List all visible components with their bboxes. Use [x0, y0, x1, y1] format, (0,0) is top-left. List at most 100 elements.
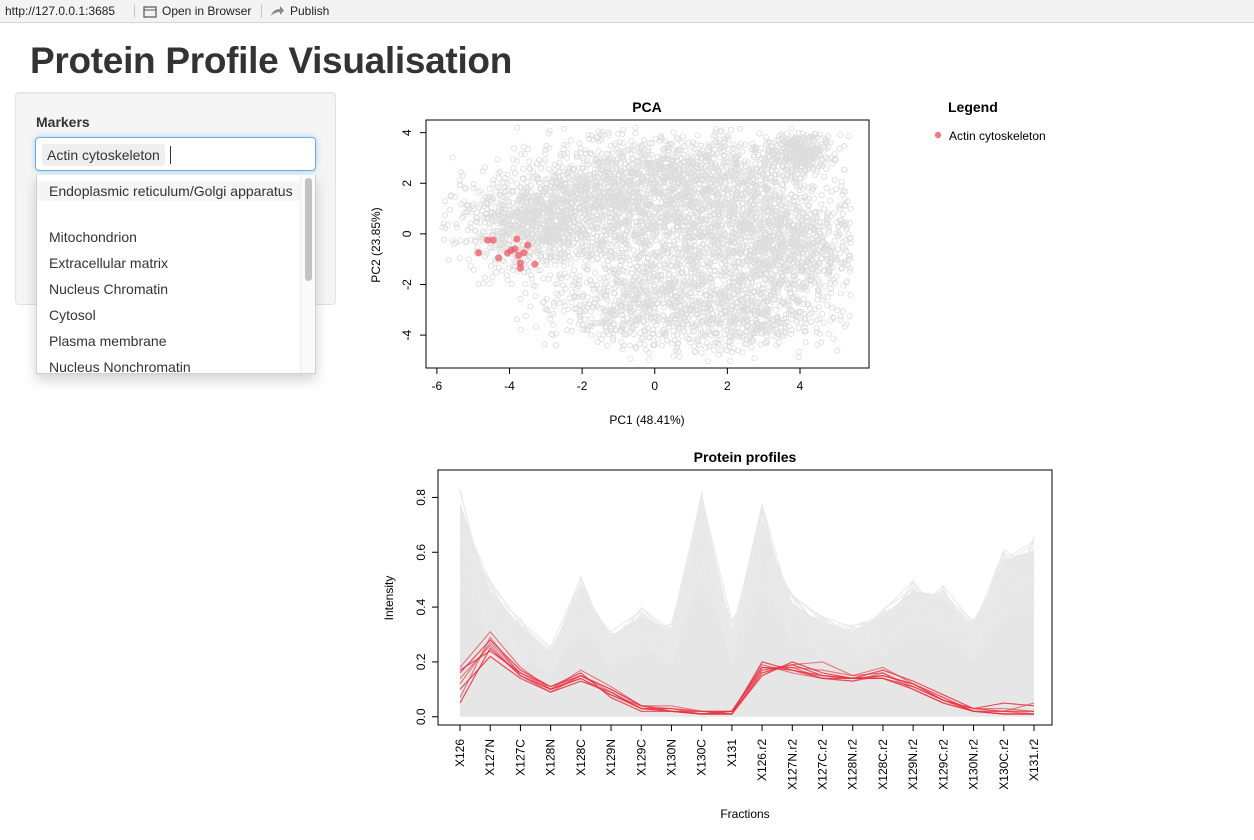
background-point	[677, 177, 684, 184]
background-point	[797, 204, 804, 211]
background-point	[743, 226, 750, 233]
dropdown-option[interactable]: Endoplasmic reticulum/Golgi apparatus	[37, 181, 303, 201]
dropdown-option[interactable]: Nucleus Chromatin	[49, 281, 169, 297]
background-point	[651, 221, 658, 228]
markers-select-input[interactable]: Actin cytoskeleton	[35, 137, 316, 171]
background-point	[646, 266, 653, 273]
background-point	[679, 226, 686, 233]
background-point	[801, 310, 808, 317]
dropdown-scroll-thumb[interactable]	[305, 178, 312, 281]
background-point	[665, 148, 672, 155]
background-point	[622, 304, 629, 311]
dropdown-option[interactable]: Cytosol	[49, 307, 96, 323]
background-point	[541, 221, 548, 228]
background-point	[518, 247, 525, 254]
background-point	[824, 242, 831, 249]
background-point	[651, 249, 658, 256]
background-point	[753, 327, 760, 334]
background-point	[778, 265, 785, 272]
background-point	[584, 185, 591, 192]
background-point	[526, 208, 533, 215]
background-point	[510, 156, 517, 163]
background-point	[525, 239, 532, 246]
background-point	[703, 190, 710, 197]
background-point	[533, 211, 540, 218]
background-point	[547, 189, 554, 196]
background-point	[683, 311, 690, 318]
background-point	[477, 219, 484, 226]
background-point	[688, 262, 695, 269]
background-point	[633, 322, 640, 329]
background-point	[636, 207, 643, 214]
background-point	[689, 174, 696, 181]
dropdown-option[interactable]: Plasma membrane	[49, 333, 167, 349]
background-point	[550, 232, 557, 239]
dropdown-option[interactable]: Nucleus Nonchromatin	[49, 359, 191, 374]
background-point	[715, 222, 722, 229]
background-point	[740, 308, 747, 315]
background-point	[764, 194, 771, 201]
background-point	[635, 180, 642, 187]
background-point	[496, 217, 503, 224]
background-point	[801, 182, 808, 189]
selected-marker-chip[interactable]: Actin cytoskeleton	[42, 144, 165, 166]
background-point	[710, 155, 717, 162]
background-point	[673, 231, 680, 238]
background-point	[791, 263, 798, 270]
background-point	[514, 253, 521, 260]
background-point	[545, 228, 552, 235]
background-point	[827, 249, 834, 256]
background-point	[769, 323, 776, 330]
background-point	[623, 180, 630, 187]
background-point	[790, 227, 797, 234]
background-point	[662, 164, 669, 171]
background-point	[789, 221, 796, 228]
background-point	[491, 257, 498, 264]
background-point	[740, 300, 747, 307]
background-point	[491, 211, 498, 218]
background-point	[786, 255, 793, 262]
background-point	[648, 314, 655, 321]
background-point	[490, 176, 497, 183]
background-point	[746, 203, 753, 210]
background-point	[566, 295, 573, 302]
background-point	[553, 330, 560, 337]
background-point	[821, 266, 828, 273]
background-point	[674, 209, 681, 216]
background-point	[653, 222, 660, 229]
background-point	[672, 315, 679, 322]
background-point	[635, 170, 642, 177]
open-in-browser-button[interactable]: Open in Browser	[143, 3, 251, 19]
background-point	[653, 205, 660, 212]
background-point	[629, 169, 636, 176]
dropdown-option[interactable]: Mitochondrion	[49, 229, 137, 245]
background-point	[524, 185, 531, 192]
background-point	[702, 273, 709, 280]
background-point	[707, 275, 714, 282]
background-point	[503, 231, 510, 238]
background-point	[567, 210, 574, 217]
background-point	[576, 164, 583, 171]
background-point	[481, 274, 488, 281]
background-point	[708, 276, 715, 283]
background-point	[581, 231, 588, 238]
background-point	[757, 215, 764, 222]
background-point	[668, 213, 675, 220]
publish-button[interactable]: Publish	[269, 3, 329, 19]
background-point	[724, 269, 731, 276]
background-point	[573, 226, 580, 233]
background-point	[545, 235, 552, 242]
dropdown-scrollbar[interactable]	[300, 175, 315, 373]
background-point	[598, 251, 605, 258]
background-point	[567, 190, 574, 197]
background-point	[613, 252, 620, 259]
background-point	[647, 225, 654, 232]
background-point	[528, 272, 535, 279]
background-point	[677, 196, 684, 203]
background-point	[674, 213, 681, 220]
background-point	[770, 272, 777, 279]
background-point	[753, 317, 760, 324]
dropdown-option[interactable]: Extracellular matrix	[49, 255, 169, 271]
background-point	[656, 190, 663, 197]
background-point	[671, 216, 678, 223]
